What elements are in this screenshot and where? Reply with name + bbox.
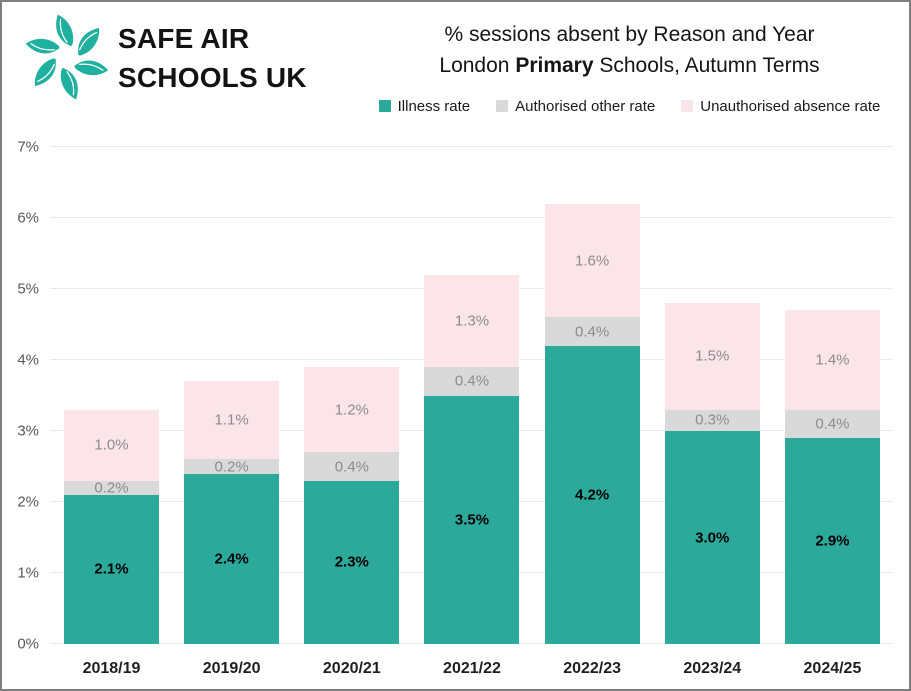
- y-tick-label: 4%: [17, 351, 39, 369]
- y-tick-label: 2%: [17, 493, 39, 511]
- segment-value-label: 1.2%: [334, 401, 369, 419]
- bar-segment-authorised-other-rate: 0.4%: [424, 367, 520, 396]
- segment-value-label: 0.4%: [575, 323, 610, 341]
- bar-group-2023-24: 3.0% 0.3% 1.5% 2023/24: [664, 147, 760, 677]
- title-line2-prefix: London: [439, 54, 516, 77]
- x-axis-label: 2024/25: [803, 660, 862, 677]
- segment-value-label: 0.4%: [815, 415, 850, 433]
- segment-value-label: 1.0%: [94, 436, 129, 454]
- y-axis: 0% 1% 2% 3% 4% 5% 6% 7%: [2, 139, 39, 653]
- bar-group-2024-25: 2.9% 0.4% 1.4% 2024/25: [784, 147, 880, 677]
- bar-segment-authorised-other-rate: 0.4%: [304, 452, 400, 481]
- brand-wordmark: SAFE AIR SCHOOLS UK: [118, 19, 307, 97]
- legend-item-authorised-other-rate: Authorised other rate: [496, 98, 655, 115]
- y-tick-label: 5%: [17, 280, 39, 298]
- x-axis-label: 2021/22: [443, 660, 501, 677]
- bar-segment-authorised-other-rate: 0.2%: [64, 479, 159, 497]
- segment-value-label: 0.4%: [454, 372, 490, 390]
- legend-swatch-illness-rate-icon: [378, 100, 391, 112]
- bar-segment-unauthorised-absence-rate: 1.3%: [424, 274, 520, 368]
- segment-value-label: 0.3%: [695, 411, 730, 429]
- x-axis-label: 2018/19: [82, 660, 141, 677]
- legend-swatch-authorised-other-rate-icon: [496, 100, 509, 112]
- bar-segment-unauthorised-absence-rate: 1.6%: [544, 203, 640, 318]
- bar-segment-illness-rate: 2.9%: [784, 438, 880, 644]
- bar-group-2019-20: 2.4% 0.2% 1.1% 2019/20: [184, 147, 280, 677]
- segment-value-label: 1.1%: [214, 411, 249, 429]
- segment-value-label: 1.5%: [695, 347, 730, 365]
- legend-swatch-unauthorised-absence-rate-icon: [681, 100, 694, 112]
- segment-value-label: 1.4%: [815, 351, 850, 369]
- safe-air-schools-logo-icon: [24, 14, 110, 100]
- segment-value-label: 1.3%: [454, 312, 490, 330]
- bar-segment-unauthorised-absence-rate: 1.5%: [664, 303, 760, 410]
- segment-value-label: 0.4%: [334, 458, 369, 475]
- legend-label: Unauthorised absence rate: [700, 97, 881, 115]
- bar-segment-authorised-other-rate: 0.4%: [544, 317, 640, 346]
- bar-segment-authorised-other-rate: 0.3%: [664, 409, 760, 431]
- segment-value-label: 0.2%: [214, 458, 249, 476]
- y-tick-label: 7%: [17, 138, 39, 156]
- x-axis-label: 2022/23: [563, 660, 622, 677]
- y-tick-label: 3%: [17, 422, 39, 440]
- title-line2-bold: Primary: [515, 54, 594, 77]
- x-axis-label: 2019/20: [202, 660, 261, 677]
- segment-value-label: 0.2%: [94, 479, 129, 497]
- legend-label: Illness rate: [397, 97, 471, 115]
- segment-value-label: 1.6%: [575, 252, 610, 270]
- bar-group-2018-19: 2.1% 0.2% 1.0% 2018/19: [64, 147, 159, 677]
- segment-value-label: 2.1%: [94, 560, 129, 578]
- legend-item-illness-rate: Illness rate: [378, 97, 471, 115]
- chart-title-line-1: % sessions absent by Reason and Year: [444, 23, 815, 46]
- segment-value-label: 2.3%: [334, 553, 369, 571]
- chart-title: % sessions absent by Reason and Year Lon…: [347, 19, 909, 81]
- y-tick-label: 1%: [17, 564, 39, 582]
- legend-item-unauthorised-absence-rate: Unauthorised absence rate: [681, 98, 880, 115]
- bar-segment-unauthorised-absence-rate: 1.0%: [64, 409, 159, 481]
- segment-value-label: 2.4%: [214, 550, 249, 568]
- bar-group-2021-22: 3.5% 0.4% 1.3% 2021/22: [424, 147, 520, 677]
- brand-line-2: SCHOOLS UK: [118, 62, 307, 93]
- bar-segment-illness-rate: 4.2%: [544, 345, 640, 644]
- bar-segment-unauthorised-absence-rate: 1.4%: [784, 310, 880, 410]
- segment-value-label: 3.0%: [695, 529, 730, 546]
- y-tick-label: 0%: [17, 635, 39, 653]
- bar-segment-illness-rate: 2.4%: [184, 473, 280, 644]
- segment-value-label: 2.9%: [815, 532, 850, 550]
- bar-segment-unauthorised-absence-rate: 1.2%: [304, 367, 400, 453]
- bar-segment-illness-rate: 3.0%: [664, 431, 760, 644]
- chart-legend: Illness rate Authorised other rate Unautho…: [347, 95, 909, 117]
- bar-segment-authorised-other-rate: 0.2%: [184, 458, 280, 476]
- bar-segment-unauthorised-absence-rate: 1.1%: [184, 381, 280, 460]
- gridline: [50, 146, 893, 147]
- x-axis-label: 2020/21: [322, 660, 381, 677]
- bar-group-2022-23: 4.2% 0.4% 1.6% 2022/23: [544, 147, 640, 677]
- logo-leaves: [24, 14, 110, 100]
- gridline: [50, 217, 893, 218]
- segment-value-label: 3.5%: [454, 511, 490, 529]
- legend-label: Authorised other rate: [515, 97, 656, 115]
- x-axis-label: 2023/24: [683, 660, 742, 677]
- segment-value-label: 4.2%: [575, 486, 610, 504]
- bar-segment-illness-rate: 2.3%: [304, 480, 400, 644]
- bars-container: 2.1% 0.2% 1.0% 2018/19 2.4% 0.2% 1.1% 2019/20 2.…: [50, 147, 893, 677]
- bar-segment-authorised-other-rate: 0.4%: [784, 409, 880, 439]
- title-line2-suffix: Schools, Autumn Terms: [593, 54, 820, 77]
- bar-segment-illness-rate: 3.5%: [424, 395, 520, 644]
- brand-line-1: SAFE AIR: [118, 23, 250, 54]
- bar-group-2020-21: 2.3% 0.4% 1.2% 2020/21: [304, 147, 400, 677]
- bar-segment-illness-rate: 2.1%: [64, 494, 159, 644]
- chart-title-line-2: London Primary Schools, Autumn Terms: [347, 50, 909, 81]
- y-tick-label: 6%: [17, 209, 39, 227]
- plot-area: 2.1% 0.2% 1.0% 2018/19 2.4% 0.2% 1.1% 2019/20 2.…: [50, 146, 893, 677]
